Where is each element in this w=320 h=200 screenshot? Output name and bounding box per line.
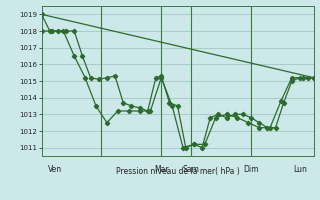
Text: Lun: Lun: [293, 165, 307, 174]
Text: Mar: Mar: [154, 165, 169, 174]
Text: Ven: Ven: [48, 165, 62, 174]
X-axis label: Pression niveau de la mer( hPa ): Pression niveau de la mer( hPa ): [116, 167, 239, 176]
Text: Dim: Dim: [243, 165, 259, 174]
Text: Sam: Sam: [183, 165, 200, 174]
